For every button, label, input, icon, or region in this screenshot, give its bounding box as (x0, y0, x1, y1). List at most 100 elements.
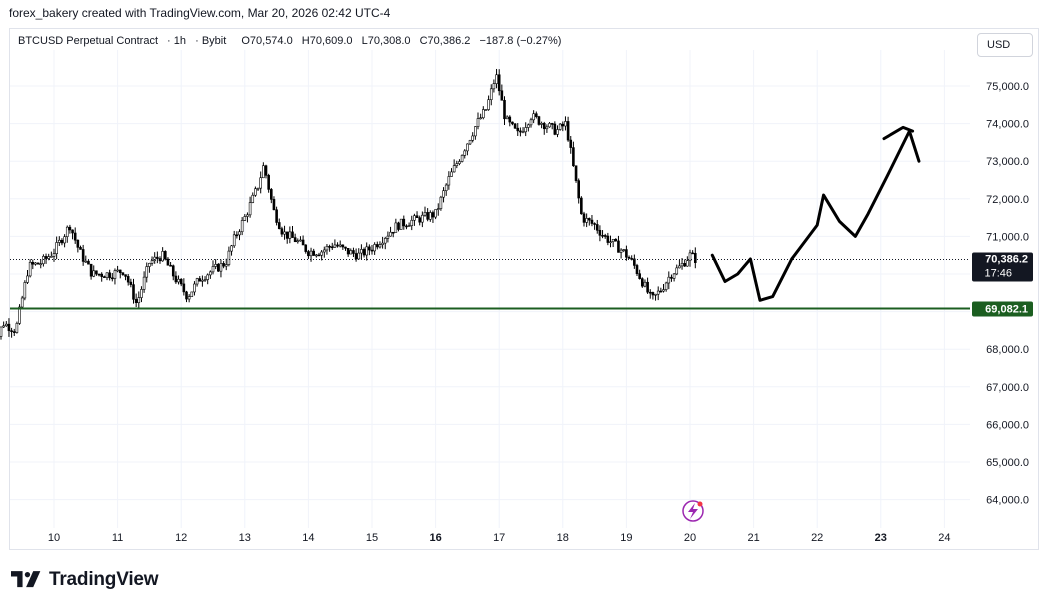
candle-body (683, 263, 687, 267)
projection-drawing[interactable] (882, 125, 915, 141)
candle-body (84, 260, 88, 263)
candle-body (619, 249, 623, 253)
candle-body (108, 272, 111, 279)
candle-body (121, 272, 125, 275)
support-price-label: 69,082.1 (985, 304, 1028, 316)
candle-body (428, 212, 432, 220)
candle-body (659, 290, 663, 293)
candle-body (126, 276, 130, 283)
candle-body (540, 123, 543, 125)
candle-body (142, 276, 146, 290)
candle-body (471, 135, 475, 141)
candle-body (656, 290, 660, 295)
candle-body (92, 270, 96, 277)
candle-body (185, 291, 188, 300)
candle-body (635, 265, 639, 274)
candle-body (519, 130, 522, 133)
candle-body (693, 252, 697, 263)
candle-body (405, 225, 408, 228)
candle-body (617, 240, 620, 253)
candle-body (672, 273, 676, 279)
candle-body (375, 244, 379, 248)
candle-body (55, 242, 58, 254)
y-axis-tick-label: 74,000.0 (986, 119, 1029, 131)
candle-body (7, 323, 11, 332)
candle-body (177, 278, 180, 283)
candle-body (272, 199, 276, 211)
candle-body (97, 273, 101, 276)
candle-body (42, 256, 45, 265)
ohlc-low: L70,308.0 (361, 35, 411, 47)
candle-body (100, 273, 103, 277)
candle-body (368, 246, 371, 251)
candle-body (187, 296, 191, 300)
candle-body (238, 231, 241, 236)
symbol-legend: BTCUSD Perpetual Contract · 1h · Bybit O… (18, 35, 567, 47)
candle-body (527, 124, 530, 128)
candle-body (312, 250, 316, 256)
candle-body (2, 325, 5, 328)
candle-body (643, 281, 647, 287)
candle-body (4, 323, 8, 327)
candle-body (26, 275, 29, 283)
symbol-name[interactable]: BTCUSD Perpetual Contract · 1h · Bybit (18, 35, 227, 47)
candle-body (606, 235, 610, 243)
candle-body (105, 272, 109, 278)
candle-body (259, 177, 263, 189)
x-axis-tick-label: 10 (48, 532, 60, 544)
ohlc-open: O70,574.0 (241, 35, 293, 47)
candle-body (118, 269, 122, 274)
candle-body (614, 238, 618, 242)
x-axis-tick-label: 22 (811, 532, 823, 544)
candle-body (201, 279, 204, 282)
currency-button[interactable]: USD (977, 33, 1033, 57)
notification-dot (697, 501, 703, 507)
last-price-label: 70,386.2 (985, 253, 1028, 265)
x-axis-tick-label: 21 (747, 532, 759, 544)
candle-body (468, 140, 472, 145)
candle-body (553, 123, 557, 135)
candle-body (622, 249, 626, 251)
candle-body (402, 218, 406, 227)
candle-body (381, 242, 384, 245)
candle-body (577, 180, 581, 199)
candle-body (195, 278, 199, 285)
candle-body (391, 231, 395, 234)
candle-body (275, 209, 278, 223)
candle-body (574, 165, 578, 181)
candle-body (675, 267, 679, 275)
candle-body (487, 99, 490, 110)
candle-body (132, 284, 135, 300)
candle-body (455, 163, 459, 167)
y-axis-tick-label: 65,000.0 (986, 457, 1029, 469)
candle-body (34, 262, 37, 265)
y-axis-tick-label: 71,000.0 (986, 231, 1029, 243)
tradingview-logo-icon (11, 571, 41, 588)
candle-body (458, 161, 461, 164)
candle-body (397, 222, 400, 230)
candle-body (169, 264, 172, 267)
candle-body (667, 276, 671, 284)
candle-body (153, 256, 156, 261)
projection-drawing[interactable] (710, 129, 921, 302)
y-axis-tick-label: 75,000.0 (986, 81, 1029, 93)
candle-body (524, 127, 528, 133)
candle-body (680, 263, 684, 267)
candle-body (264, 165, 268, 176)
candle-body (511, 121, 514, 125)
candle-body (230, 245, 233, 252)
candle-body (593, 223, 596, 225)
candle-body (633, 258, 636, 266)
candle-body (12, 331, 16, 333)
y-axis-tick-label: 67,000.0 (986, 382, 1029, 394)
candle-body (595, 224, 599, 231)
candle-body (590, 219, 594, 224)
candle-body (418, 217, 422, 223)
candle-body (521, 131, 525, 134)
candle-body (354, 253, 358, 260)
candle-body (336, 244, 339, 247)
candle-body (246, 214, 249, 217)
candle-body (129, 281, 133, 285)
chart-frame (9, 28, 1039, 550)
